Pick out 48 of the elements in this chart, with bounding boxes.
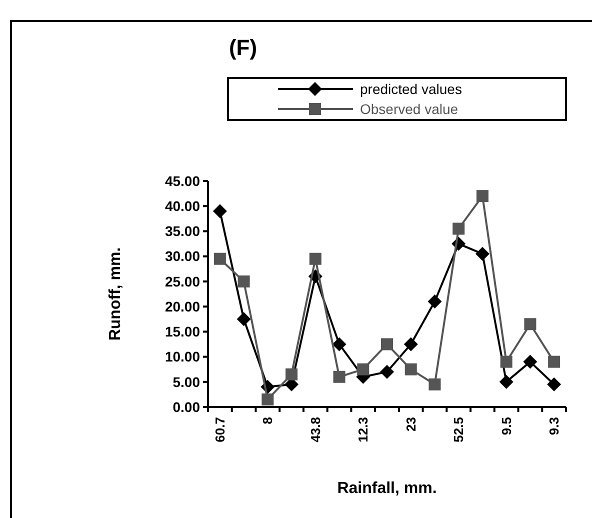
y-tick-label: 30.00 xyxy=(164,248,200,264)
x-tick-label: 43.8 xyxy=(308,417,323,442)
point xyxy=(262,393,274,406)
y-tick-label: 45.00 xyxy=(164,172,200,189)
y-tick-label: 0.00 xyxy=(172,398,200,415)
x-tick-label: 9.5 xyxy=(498,417,514,436)
y-tick-label: 10.00 xyxy=(164,348,200,365)
x-tick-label: 23 xyxy=(403,417,418,432)
point xyxy=(523,354,538,369)
point xyxy=(286,368,298,380)
text: predicted values xyxy=(360,80,462,97)
point xyxy=(309,252,322,265)
text: Observed value xyxy=(360,100,458,117)
point xyxy=(404,337,418,352)
point xyxy=(524,318,536,330)
y-tick-label: 15.00 xyxy=(164,324,200,340)
y-tick-label: 35.00 xyxy=(164,223,200,240)
point xyxy=(499,374,514,389)
point xyxy=(476,190,488,202)
x-axis-title: Rainfall, mm. xyxy=(337,480,437,497)
point xyxy=(428,294,442,309)
point xyxy=(332,337,346,352)
y-tick-label: 20.00 xyxy=(164,298,200,314)
x-tick-label: 9.3 xyxy=(546,417,562,436)
point xyxy=(428,378,441,390)
y-tick-label: 25.00 xyxy=(164,273,200,290)
x-tick-label: 12.3 xyxy=(356,417,371,442)
point xyxy=(381,338,393,350)
point xyxy=(404,363,417,376)
point xyxy=(380,364,394,379)
y-tick-label: 5.00 xyxy=(172,374,200,390)
point xyxy=(238,275,250,288)
point xyxy=(500,356,512,368)
point xyxy=(548,356,560,368)
point xyxy=(547,377,562,392)
y-tick-label: 40.00 xyxy=(164,198,200,214)
point xyxy=(214,252,226,265)
point xyxy=(333,370,346,383)
y-axis-title: Runoff, mm. xyxy=(107,247,124,341)
x-tick-label: 8 xyxy=(260,417,276,424)
x-tick-label: 52.5 xyxy=(451,417,466,442)
point xyxy=(212,204,227,218)
chart-title: (F) xyxy=(228,35,258,60)
point xyxy=(475,246,490,261)
point xyxy=(452,222,465,235)
x-tick-label: 60.7 xyxy=(212,417,228,442)
point xyxy=(236,312,251,326)
point xyxy=(357,363,370,376)
